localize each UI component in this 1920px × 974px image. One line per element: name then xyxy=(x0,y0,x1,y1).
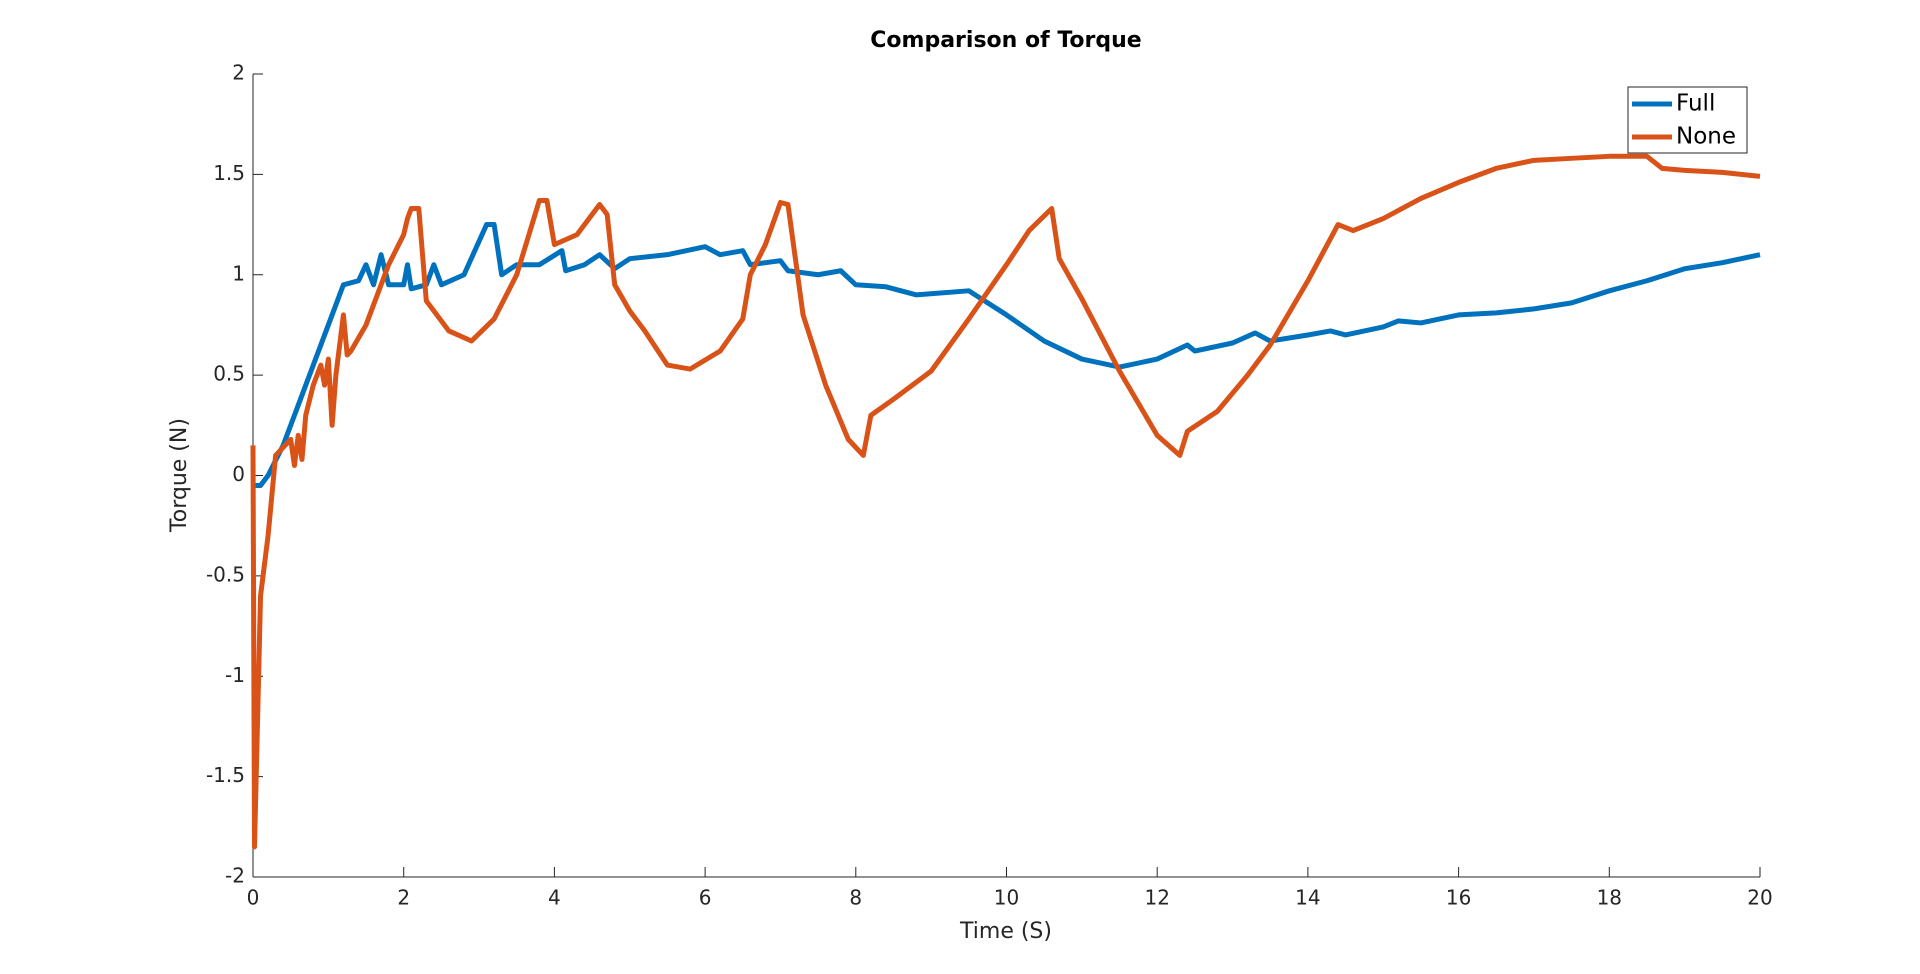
x-tick-label: 12 xyxy=(1144,886,1169,910)
x-tick-label: 8 xyxy=(849,886,862,910)
legend-label: None xyxy=(1676,124,1736,150)
x-tick-label: 4 xyxy=(548,886,561,910)
legend-label: Full xyxy=(1676,91,1715,117)
chart-title: Comparison of Torque xyxy=(870,28,1141,53)
y-tick-label: 1 xyxy=(232,261,245,285)
y-tick-label: 0 xyxy=(232,462,245,486)
y-axis-label: Torque (N) xyxy=(167,418,192,533)
y-tick-label: -1.5 xyxy=(206,763,245,787)
y-tick-label: 2 xyxy=(232,61,245,85)
x-tick-label: 14 xyxy=(1295,886,1320,910)
x-tick-label: 6 xyxy=(699,886,712,910)
y-tick-label: 1.5 xyxy=(213,161,245,185)
series-line xyxy=(253,222,1761,489)
x-tick-label: 0 xyxy=(247,886,260,910)
x-tick-label: 20 xyxy=(1747,886,1772,910)
series-line xyxy=(250,153,1761,850)
legend-box xyxy=(1627,86,1748,154)
y-tick-label: 0.5 xyxy=(213,362,245,386)
x-tick-label: 16 xyxy=(1446,886,1471,910)
y-tick-label: -1 xyxy=(225,663,245,687)
y-tick-label: -2 xyxy=(225,864,245,888)
y-tick-label: -0.5 xyxy=(206,562,245,586)
x-axis-label: Time (S) xyxy=(959,919,1052,944)
x-tick-label: 2 xyxy=(397,886,410,910)
x-tick-label: 10 xyxy=(994,886,1019,910)
x-tick-label: 18 xyxy=(1597,886,1622,910)
